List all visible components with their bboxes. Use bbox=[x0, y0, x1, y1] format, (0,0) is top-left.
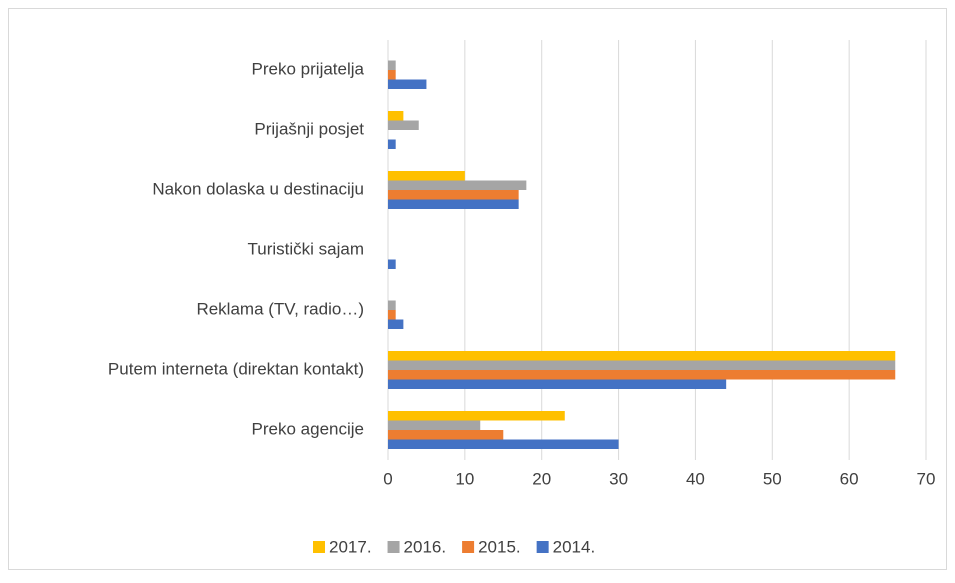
y-tick-label: Preko agencije bbox=[252, 419, 364, 438]
legend-label: 2017. bbox=[329, 537, 372, 556]
x-tick-label: 60 bbox=[840, 469, 859, 488]
bar bbox=[388, 70, 396, 80]
bar bbox=[388, 370, 896, 380]
x-tick-label: 40 bbox=[686, 469, 705, 488]
legend-swatch bbox=[462, 541, 475, 553]
y-tick-label: Nakon dolaska u destinaciju bbox=[152, 179, 364, 198]
bar bbox=[388, 310, 396, 320]
bar bbox=[388, 120, 419, 130]
bar bbox=[388, 111, 404, 121]
y-tick-label: Preko prijatelja bbox=[252, 59, 365, 78]
x-tick-label: 0 bbox=[383, 469, 392, 488]
x-tick-label: 50 bbox=[763, 469, 782, 488]
legend-label: 2014. bbox=[553, 537, 596, 556]
bar bbox=[388, 79, 427, 89]
y-tick-label: Reklama (TV, radio…) bbox=[196, 299, 364, 318]
bar bbox=[388, 319, 404, 329]
bar bbox=[388, 300, 396, 310]
chart-border bbox=[8, 8, 947, 570]
x-tick-label: 70 bbox=[917, 469, 936, 488]
legend-swatch bbox=[536, 541, 549, 553]
x-tick-label: 20 bbox=[532, 469, 551, 488]
bar bbox=[388, 351, 896, 361]
bar bbox=[388, 171, 465, 181]
legend-swatch bbox=[313, 541, 325, 553]
bar bbox=[388, 430, 504, 440]
bar bbox=[388, 190, 519, 200]
bar bbox=[388, 379, 727, 389]
bar bbox=[388, 420, 481, 430]
x-tick-label: 10 bbox=[455, 469, 474, 488]
legend-swatch bbox=[387, 541, 400, 553]
bar bbox=[388, 259, 396, 269]
bar bbox=[388, 199, 519, 209]
bar bbox=[388, 180, 527, 190]
y-tick-label: Prijašnji posjet bbox=[254, 119, 364, 138]
y-tick-label: Turistički sajam bbox=[248, 239, 365, 258]
legend-label: 2015. bbox=[478, 537, 521, 556]
x-tick-label: 30 bbox=[609, 469, 628, 488]
bar bbox=[388, 411, 565, 421]
bar bbox=[388, 439, 619, 449]
legend-label: 2016. bbox=[404, 537, 447, 556]
y-tick-label: Putem interneta (direktan kontakt) bbox=[108, 359, 364, 378]
bar bbox=[388, 60, 396, 70]
bar bbox=[388, 360, 896, 370]
bar bbox=[388, 139, 396, 149]
